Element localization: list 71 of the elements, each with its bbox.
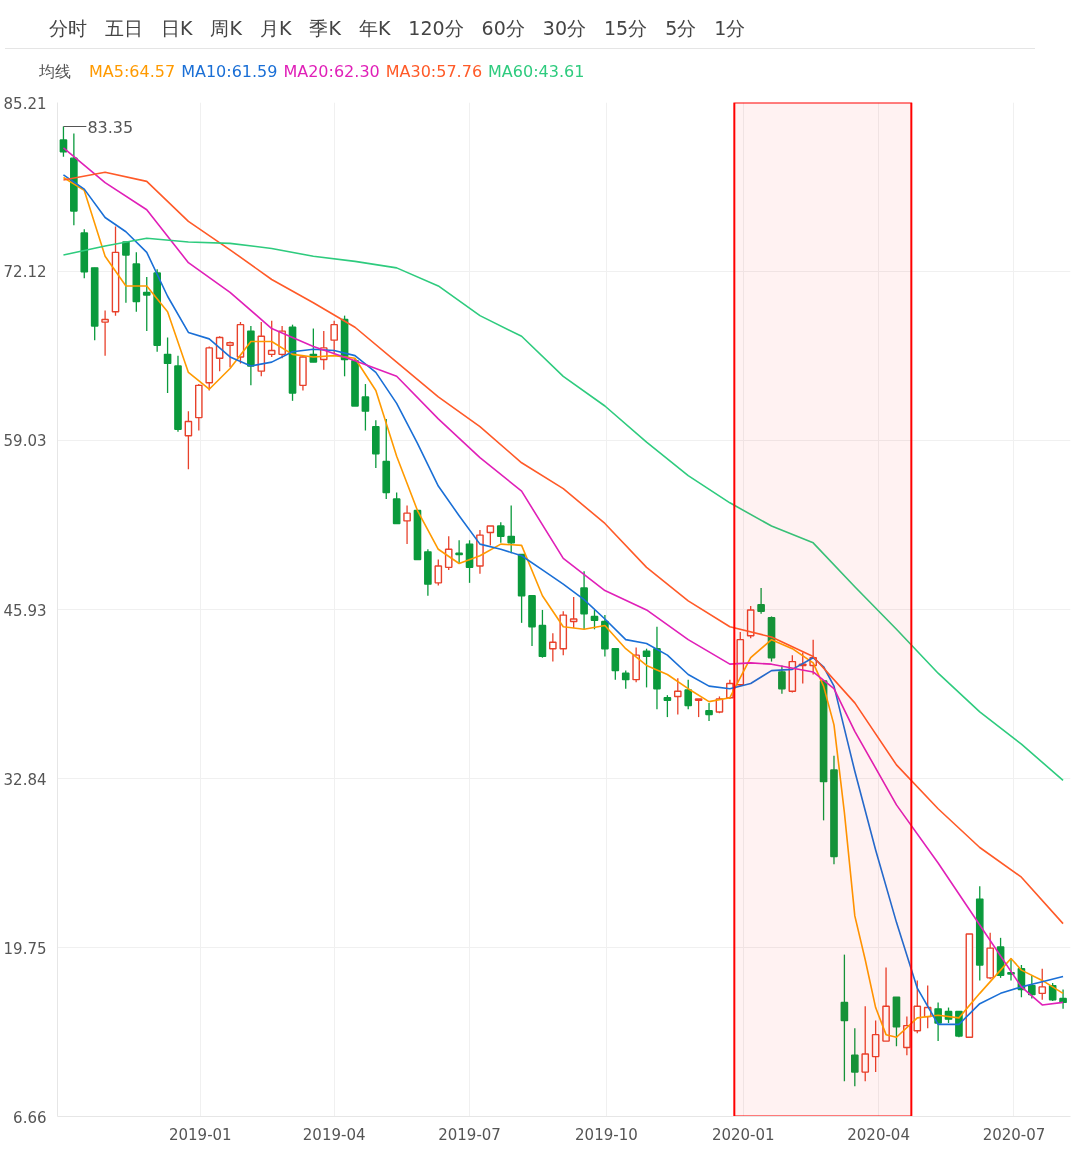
candlestick bbox=[496, 521, 505, 544]
text: MA10:61.59 bbox=[181, 62, 278, 81]
x-tick-label: 2019-04 bbox=[302, 1125, 366, 1144]
text: 周K bbox=[210, 17, 242, 39]
candlestick bbox=[663, 694, 672, 718]
text: MA30:57.76 bbox=[385, 62, 483, 81]
candlestick bbox=[1059, 988, 1067, 1010]
text: MA5:64.57 bbox=[89, 62, 176, 81]
candlestick bbox=[778, 664, 786, 695]
candlestick bbox=[611, 647, 620, 681]
text: 季K bbox=[309, 17, 341, 39]
y-tick-label: 85.21 bbox=[3, 94, 47, 113]
candlestick bbox=[861, 1005, 870, 1082]
y-tick-label: 45.93 bbox=[3, 601, 47, 620]
candlestick bbox=[1028, 974, 1036, 1000]
text: 30分 bbox=[542, 17, 586, 39]
text: 年K bbox=[358, 17, 391, 39]
candlestick bbox=[850, 1027, 859, 1087]
y-tick-label: 32.84 bbox=[3, 770, 47, 789]
legend-title: 均线 bbox=[39, 62, 71, 81]
candlestick bbox=[184, 410, 193, 470]
candlestick bbox=[226, 340, 234, 368]
text: 五日 bbox=[105, 17, 143, 39]
text: MA60:43.61 bbox=[488, 62, 585, 81]
candlestick bbox=[757, 587, 765, 615]
candlestick bbox=[142, 276, 151, 332]
candlestick bbox=[590, 609, 599, 630]
x-tick-label: 2020-07 bbox=[982, 1125, 1046, 1144]
annotation: 83.35 bbox=[87, 117, 134, 137]
text: 分时 bbox=[49, 17, 87, 39]
candlestick bbox=[267, 320, 276, 358]
text: 月K bbox=[259, 17, 292, 39]
text: 15分 bbox=[603, 17, 648, 39]
text: 60分 bbox=[481, 17, 525, 39]
y-tick-label: 72.12 bbox=[3, 263, 47, 282]
candlestick bbox=[684, 679, 693, 710]
candlestick bbox=[549, 632, 557, 663]
x-tick-label: 2019-10 bbox=[575, 1125, 638, 1144]
candlestick bbox=[444, 535, 453, 571]
y-tick-label: 59.03 bbox=[3, 432, 47, 451]
x-tick-label: 2019-07 bbox=[438, 1125, 501, 1144]
candlestick bbox=[507, 504, 516, 554]
candlestick bbox=[871, 1019, 880, 1073]
candlestick bbox=[361, 383, 370, 432]
candlestick bbox=[705, 702, 713, 722]
text: 1分 bbox=[714, 17, 746, 39]
candlestick bbox=[163, 336, 172, 394]
candlestick bbox=[434, 558, 443, 587]
candlestick bbox=[403, 504, 411, 545]
candlestick bbox=[569, 596, 578, 629]
x-tick-label: 2020-01 bbox=[711, 1125, 775, 1144]
text: MA20:62.30 bbox=[283, 62, 380, 81]
candlestick bbox=[101, 309, 109, 357]
candlestick bbox=[673, 677, 682, 716]
candlestick bbox=[122, 241, 130, 304]
text: 120分 bbox=[408, 17, 464, 39]
text: 日K bbox=[161, 17, 193, 39]
candlestick bbox=[621, 669, 630, 690]
candlestick bbox=[1038, 968, 1047, 1001]
line-series bbox=[62, 237, 1064, 782]
candlestick bbox=[694, 698, 703, 718]
y-tick-label: 6.66 bbox=[13, 1108, 47, 1127]
candlestick bbox=[840, 953, 849, 1082]
x-tick-label: 2019-01 bbox=[168, 1125, 232, 1144]
candlestick bbox=[486, 525, 495, 547]
y-tick-label: 19.75 bbox=[3, 939, 47, 958]
candlestick bbox=[455, 539, 463, 565]
text: 5分 bbox=[665, 17, 697, 39]
x-tick-label: 2020-04 bbox=[847, 1125, 910, 1144]
candlestick bbox=[330, 320, 338, 355]
candlestick bbox=[903, 1015, 911, 1056]
